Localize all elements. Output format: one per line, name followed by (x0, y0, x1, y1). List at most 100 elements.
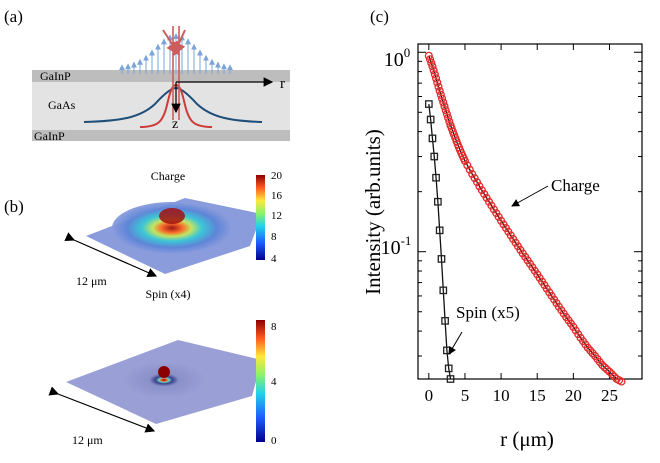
spin-colorbar: 8 4 0 (256, 320, 277, 447)
y-tick-label-1: 100 (384, 45, 411, 71)
layer-label-bottom: GaInP (34, 129, 65, 143)
layer-label-top: GaInP (40, 69, 71, 83)
pump-spot-arrows (119, 33, 233, 74)
charge-point (435, 86, 444, 95)
x-tick-label: 20 (565, 386, 582, 405)
charge-annotation-arrow (511, 185, 549, 207)
charge-surface (86, 198, 262, 274)
fit-line (428, 55, 618, 380)
charge-point (600, 363, 609, 372)
charge-point (463, 161, 472, 170)
x-tick-label: 0 (425, 386, 434, 405)
spin-point (434, 197, 442, 206)
charge-scale-bar: 12 μm (64, 232, 158, 288)
spin-colorbar-tick: 8 (271, 321, 277, 333)
spin-scale-label: 12 μm (72, 433, 103, 447)
data-marks (424, 51, 626, 386)
charge-colorbar-tick: 8 (271, 231, 277, 243)
charge-point (424, 51, 433, 60)
spin-annotation: Spin (x5) (456, 303, 520, 322)
spin-point (426, 115, 435, 124)
spin-point (424, 100, 433, 108)
charge-point (434, 82, 443, 91)
plot-frame (417, 43, 643, 380)
charge-map-title: Charge (151, 169, 185, 183)
charge-point (472, 178, 482, 187)
chart-c: 0 5 10 15 20 25 100 10-1 Intensity (arb.units… (361, 43, 643, 451)
spin-point (441, 317, 449, 325)
charge-point (605, 367, 614, 376)
charge-point (440, 102, 449, 111)
y-tick-label-0.1: 10-1 (381, 233, 412, 259)
y-axis-label: Intensity (arb.units) (361, 129, 385, 295)
charge-point (465, 165, 474, 174)
charge-point (429, 66, 438, 75)
charge-point (460, 156, 470, 166)
charge-colorbar-tick: 4 (271, 253, 277, 265)
panel-label-b: (b) (4, 197, 24, 216)
charge-point (617, 377, 626, 386)
panel-label-a: (a) (4, 7, 23, 26)
bottom-barrier-layer (32, 130, 290, 141)
spin-point (446, 375, 455, 383)
charge-point (436, 90, 445, 99)
charge-point (425, 55, 435, 64)
spin-point (444, 364, 453, 373)
charge-scale-label: 12 μm (76, 274, 107, 288)
spin-scale-arrow (48, 386, 156, 433)
charge-point (441, 106, 450, 115)
panel-label-c: (c) (370, 7, 389, 26)
charge-point (428, 62, 437, 71)
spin-surface (66, 340, 262, 424)
spin-annotation-arrow (448, 331, 463, 355)
x-ticks: 0 5 10 15 20 25 (425, 44, 618, 405)
charge-colorbar-gradient (256, 175, 265, 260)
spin-scale-bar: 12 μm (48, 386, 156, 447)
r-axis-label: r (280, 76, 285, 92)
charge-scale-arrow (64, 232, 158, 278)
charge-colorbar: 20 16 12 8 4 (256, 170, 283, 265)
charge-annotation: Charge (551, 176, 600, 195)
spin-peak-top (158, 366, 170, 378)
charge-colorbar-tick: 12 (271, 210, 282, 222)
charge-colorbar-tick: 20 (271, 170, 283, 182)
charge-point (438, 94, 447, 103)
charge-point (427, 58, 436, 67)
spin-point (428, 134, 437, 143)
charge-point (433, 78, 442, 87)
x-tick-label: 10 (493, 386, 510, 405)
x-tick-label: 5 (461, 386, 470, 405)
charge-point (439, 98, 448, 107)
spin-point (437, 255, 446, 263)
fit-lines (428, 55, 618, 380)
fit-line (428, 103, 452, 380)
charge-point (442, 109, 451, 119)
spin-point (432, 173, 440, 182)
charge-point (598, 361, 607, 370)
charge-peak-top (159, 208, 185, 224)
pump-arrow-right (172, 29, 186, 57)
charge-point (430, 70, 439, 79)
charge-point (432, 74, 441, 83)
y-ticks (418, 51, 642, 357)
x-tick-label: 25 (601, 386, 618, 405)
spin-point (430, 152, 439, 161)
charge-point (444, 113, 453, 122)
axes-a: r z (171, 76, 285, 132)
spin-point (439, 286, 448, 295)
charge-point (603, 365, 612, 374)
heterostructure: GaInP GaAs GaInP (32, 69, 290, 143)
spin-point (435, 226, 444, 235)
x-axis-label: r (μm) (500, 427, 554, 451)
layer-label-middle: GaAs (48, 98, 76, 112)
spin-map-title: Spin (x4) (146, 287, 191, 301)
spin-colorbar-gradient (256, 320, 265, 442)
charge-point (468, 170, 477, 179)
charge-colorbar-tick: 16 (271, 190, 283, 202)
z-axis-label: z (172, 117, 178, 132)
charge-point (607, 370, 616, 379)
charge-point (470, 174, 479, 183)
top-barrier-layer (32, 70, 290, 82)
x-tick-label: 15 (529, 386, 546, 405)
